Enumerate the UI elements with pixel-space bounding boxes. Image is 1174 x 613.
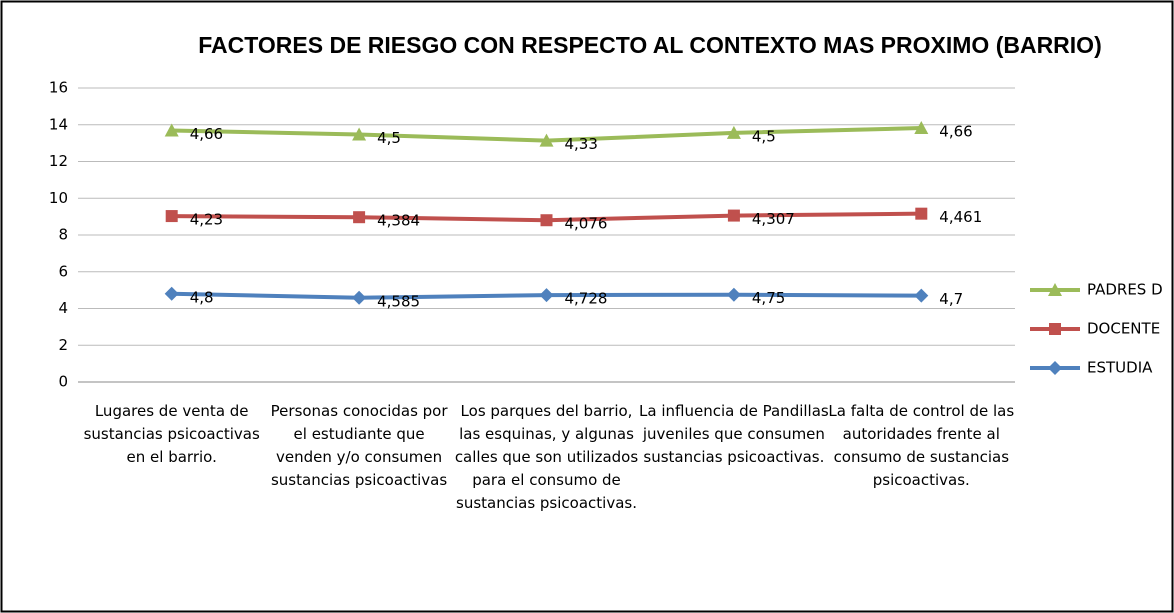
marker	[914, 121, 929, 135]
marker	[539, 133, 554, 147]
x-tick-label: Los parques del barrio, las esquinas, y …	[454, 402, 639, 512]
data-label: 4,728	[565, 290, 608, 308]
marker	[164, 123, 179, 137]
data-label: 4,307	[752, 210, 795, 228]
x-tick-label: Personas conocidas por el estudiante que…	[270, 402, 448, 489]
marker	[352, 290, 367, 305]
x-tick-label: La influencia de Pandillas juveniles que…	[639, 402, 829, 466]
y-tick-label: 8	[58, 226, 68, 244]
y-tick-label: 14	[49, 115, 68, 133]
data-label: 4,5	[752, 127, 776, 145]
data-label: 4,33	[565, 135, 598, 153]
data-label: 4,076	[565, 215, 608, 233]
marker	[1048, 361, 1062, 375]
legend-label: DOCENTE	[1087, 320, 1160, 338]
data-label: 4,384	[377, 212, 420, 230]
chart-title: FACTORES DE RIESGO CON RESPECTO AL CONTE…	[198, 32, 1101, 58]
marker	[352, 127, 367, 141]
data-label: 4,75	[752, 289, 785, 307]
marker	[353, 211, 366, 224]
marker	[915, 207, 928, 220]
data-label: 4,8	[190, 288, 214, 306]
marker	[1049, 323, 1061, 335]
y-tick-label: 10	[49, 189, 68, 207]
data-label: 4,461	[939, 208, 982, 226]
y-tick-label: 16	[49, 79, 68, 97]
marker	[164, 286, 179, 301]
marker	[1048, 283, 1062, 296]
data-label: 4,7	[939, 290, 963, 308]
x-tick-label: La falta de control de las autoridades f…	[828, 402, 1015, 489]
legend-label: ESTUDIA	[1087, 359, 1153, 377]
marker	[727, 209, 740, 222]
x-tick-label: Lugares de venta de sustancias psicoacti…	[83, 402, 260, 466]
data-label: 4,66	[939, 123, 972, 141]
marker	[540, 214, 553, 227]
y-tick-label: 0	[58, 373, 68, 391]
marker	[726, 125, 741, 139]
marker	[539, 288, 554, 303]
data-label: 4,585	[377, 292, 420, 310]
data-label: 4,23	[190, 211, 223, 229]
y-tick-label: 12	[49, 152, 68, 170]
marker	[726, 287, 741, 302]
data-label: 4,5	[377, 129, 401, 147]
y-tick-label: 6	[58, 262, 68, 280]
y-tick-label: 2	[58, 336, 68, 354]
marker	[914, 288, 929, 303]
legend-label: PADRES D	[1087, 281, 1163, 299]
data-label: 4,66	[190, 125, 223, 143]
marker	[165, 210, 178, 223]
y-tick-label: 4	[58, 299, 68, 317]
